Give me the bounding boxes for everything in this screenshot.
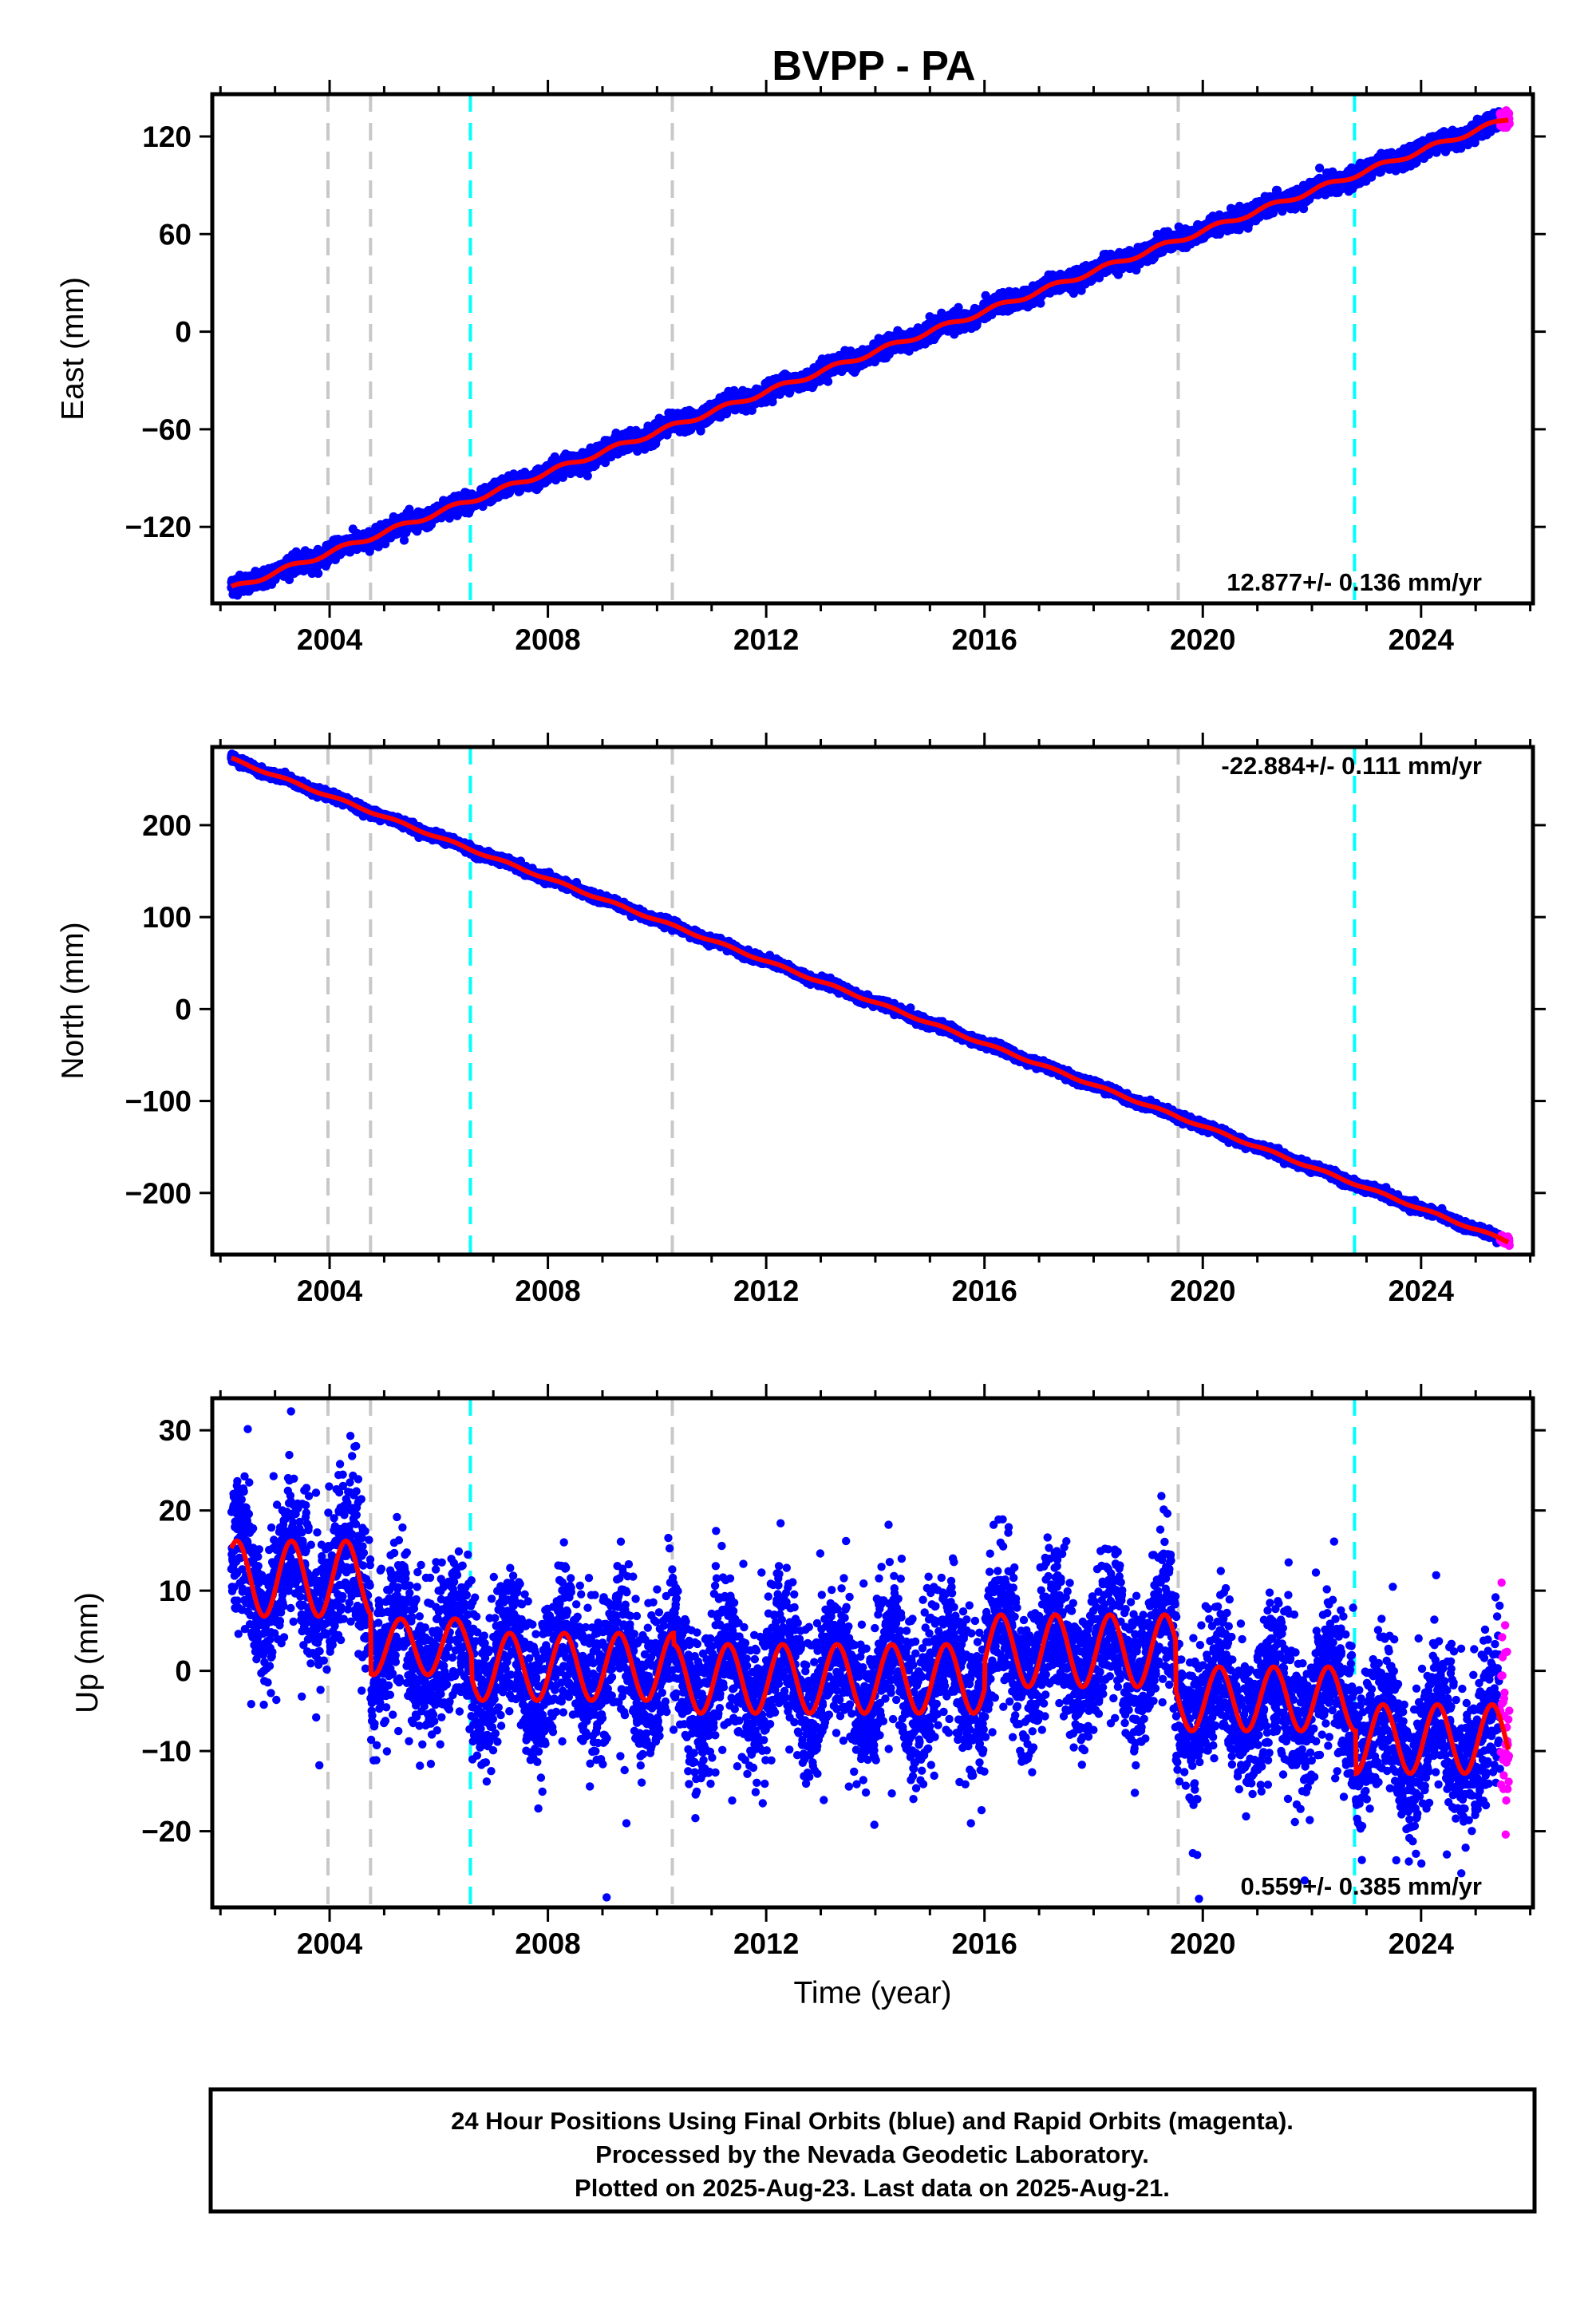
data-point bbox=[824, 377, 833, 386]
panel-east: 2004 2008 2012 2016 2020 2024−120−60060120Eas… bbox=[56, 80, 1546, 656]
data-point bbox=[1036, 298, 1045, 308]
data-point bbox=[399, 536, 409, 545]
data-point bbox=[583, 471, 592, 480]
final-orbit-points bbox=[227, 107, 1505, 600]
data-point bbox=[314, 568, 323, 579]
chart-title: BVPP - PA bbox=[772, 43, 975, 89]
